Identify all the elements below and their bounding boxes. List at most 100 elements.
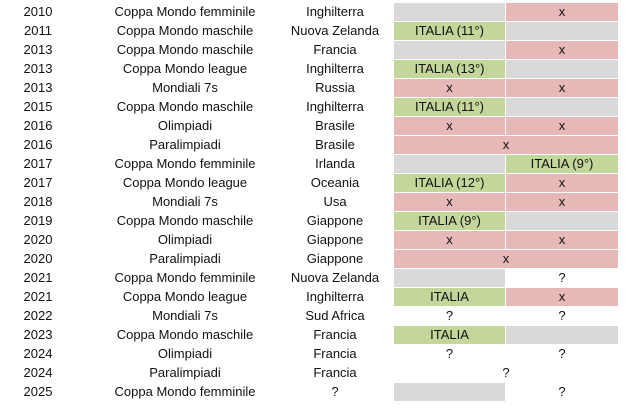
year-cell: 2016 bbox=[23, 118, 53, 133]
event-cell: Paralimpiadi bbox=[149, 251, 221, 266]
event-cell: Coppa Mondo maschile bbox=[116, 23, 254, 38]
host-cell: Irlanda bbox=[315, 156, 355, 171]
host-cell: Usa bbox=[323, 194, 347, 209]
event-cell: Coppa Mondo femminile bbox=[114, 270, 256, 285]
host-cell: Sud Africa bbox=[305, 308, 365, 323]
status-cell-1 bbox=[394, 155, 505, 173]
host-cell: Giappone bbox=[306, 232, 364, 247]
status-cell-1: ITALIA (11°) bbox=[394, 98, 505, 116]
year-cell: 2017 bbox=[23, 156, 53, 171]
year-cell: 2013 bbox=[23, 80, 53, 95]
status-cell-2 bbox=[506, 212, 618, 230]
table-row: 2013 Coppa Mondo league Inghilterra ITALIA … bbox=[0, 60, 640, 79]
host-cell: Inghilterra bbox=[306, 61, 364, 76]
event-cell: Coppa Mondo femminile bbox=[114, 384, 256, 399]
table-row: 2020 Olimpiadi Giappone x x bbox=[0, 231, 640, 250]
status-cell-2 bbox=[506, 22, 618, 40]
event-cell: Coppa Mondo league bbox=[122, 61, 248, 76]
table-row: 2016 Olimpiadi Brasile x x bbox=[0, 117, 640, 136]
status-cell-2: x bbox=[506, 41, 618, 59]
status-cell-1: x bbox=[394, 117, 505, 135]
host-cell: Nuova Zelanda bbox=[290, 270, 380, 285]
table-row: 2011 Coppa Mondo maschile Nuova Zelanda ITA… bbox=[0, 22, 640, 41]
year-cell: 2015 bbox=[23, 99, 53, 114]
event-cell: Olimpiadi bbox=[157, 118, 213, 133]
host-cell: Francia bbox=[313, 42, 357, 57]
host-cell: Giappone bbox=[306, 251, 364, 266]
host-cell: Francia bbox=[313, 346, 357, 361]
status-cell-1: ITALIA bbox=[394, 326, 505, 344]
participation-table: 2010 Coppa Mondo femminile Inghilterra x 201… bbox=[0, 3, 640, 402]
host-cell: Francia bbox=[313, 365, 357, 380]
year-cell: 2024 bbox=[23, 346, 53, 361]
year-cell: 2010 bbox=[23, 4, 53, 19]
status-cell-2: ? bbox=[558, 346, 566, 361]
year-cell: 2011 bbox=[24, 23, 52, 38]
year-cell: 2024 bbox=[23, 365, 53, 380]
status-cell-2: ? bbox=[558, 270, 566, 285]
table-row: 2020 Paralimpiadi Giappone x bbox=[0, 250, 640, 269]
table-row: 2015 Coppa Mondo maschile Inghilterra ITALI… bbox=[0, 98, 640, 117]
event-cell: Mondiali 7s bbox=[152, 308, 218, 323]
year-cell: 2022 bbox=[23, 308, 53, 323]
status-cell-1: x bbox=[394, 79, 505, 97]
status-cell-1: ITALIA (12°) bbox=[394, 174, 505, 192]
table-row: 2018 Mondiali 7s Usa x x bbox=[0, 193, 640, 212]
table-row: 2023 Coppa Mondo maschile Francia ITALIA bbox=[0, 326, 640, 345]
event-cell: Coppa Mondo femminile bbox=[114, 156, 256, 171]
host-cell: Oceania bbox=[310, 175, 360, 190]
status-cell-2 bbox=[506, 326, 618, 344]
event-cell: Paralimpiadi bbox=[149, 365, 221, 380]
host-cell: Russia bbox=[315, 80, 355, 95]
table-row: 2016 Paralimpiadi Brasile x bbox=[0, 136, 640, 155]
status-cell-1: ? bbox=[445, 346, 454, 361]
year-cell: 2017 bbox=[23, 175, 53, 190]
table-row: 2019 Coppa Mondo maschile Giappone ITALIA (… bbox=[0, 212, 640, 231]
event-cell: Coppa Mondo femminile bbox=[114, 4, 256, 19]
status-cell-2 bbox=[506, 60, 618, 78]
event-cell: Coppa Mondo league bbox=[122, 175, 248, 190]
status-cell-2: x bbox=[506, 174, 618, 192]
host-cell: Inghilterra bbox=[306, 4, 364, 19]
year-cell: 2019 bbox=[23, 213, 53, 228]
status-cell-2: x bbox=[506, 288, 618, 306]
status-cell-1 bbox=[394, 41, 505, 59]
status-cell-2: ITALIA (9°) bbox=[506, 155, 618, 173]
year-cell: 2021 bbox=[23, 270, 53, 285]
merged-status-cell: ? bbox=[502, 365, 510, 380]
host-cell: Brasile bbox=[315, 137, 355, 152]
status-cell-2: x bbox=[506, 3, 618, 21]
year-cell: 2020 bbox=[23, 232, 53, 247]
event-cell: Paralimpiadi bbox=[149, 137, 221, 152]
status-cell-1: ITALIA (9°) bbox=[394, 212, 505, 230]
table-row: 2022 Mondiali 7s Sud Africa?? bbox=[0, 307, 640, 326]
event-cell: Coppa Mondo maschile bbox=[116, 213, 254, 228]
status-cell-1: ITALIA bbox=[394, 288, 505, 306]
table-row: 2021 Coppa Mondo league Inghilterra ITALIA x bbox=[0, 288, 640, 307]
event-cell: Coppa Mondo maschile bbox=[116, 99, 254, 114]
status-cell-2: x bbox=[506, 79, 618, 97]
table-row: 2024 Paralimpiadi Francia? bbox=[0, 364, 640, 383]
year-cell: 2013 bbox=[23, 42, 53, 57]
status-cell-2: ? bbox=[558, 384, 566, 399]
table-row: 2025 Coppa Mondo femminile?? bbox=[0, 383, 640, 402]
event-cell: Olimpiadi bbox=[157, 232, 213, 247]
merged-status-cell: x bbox=[394, 136, 618, 154]
year-cell: 2021 bbox=[23, 289, 53, 304]
event-cell: Coppa Mondo maschile bbox=[116, 327, 254, 342]
event-cell: Mondiali 7s bbox=[152, 194, 218, 209]
status-cell-2: x bbox=[506, 193, 618, 211]
status-cell-2: x bbox=[506, 231, 618, 249]
event-cell: Coppa Mondo maschile bbox=[116, 42, 254, 57]
event-cell: Coppa Mondo league bbox=[122, 289, 248, 304]
table-row: 2017 Coppa Mondo femminile Irlanda ITALIA (… bbox=[0, 155, 640, 174]
status-cell-1: ? bbox=[445, 308, 454, 323]
year-cell: 2018 bbox=[23, 194, 53, 209]
host-cell: Nuova Zelanda bbox=[290, 23, 380, 38]
table-row: 2013 Mondiali 7s Russia x x bbox=[0, 79, 640, 98]
year-cell: 2025 bbox=[23, 384, 53, 399]
year-cell: 2020 bbox=[23, 251, 53, 266]
host-cell: Inghilterra bbox=[306, 99, 364, 114]
host-cell: Giappone bbox=[306, 213, 364, 228]
host-cell: Francia bbox=[313, 327, 357, 342]
